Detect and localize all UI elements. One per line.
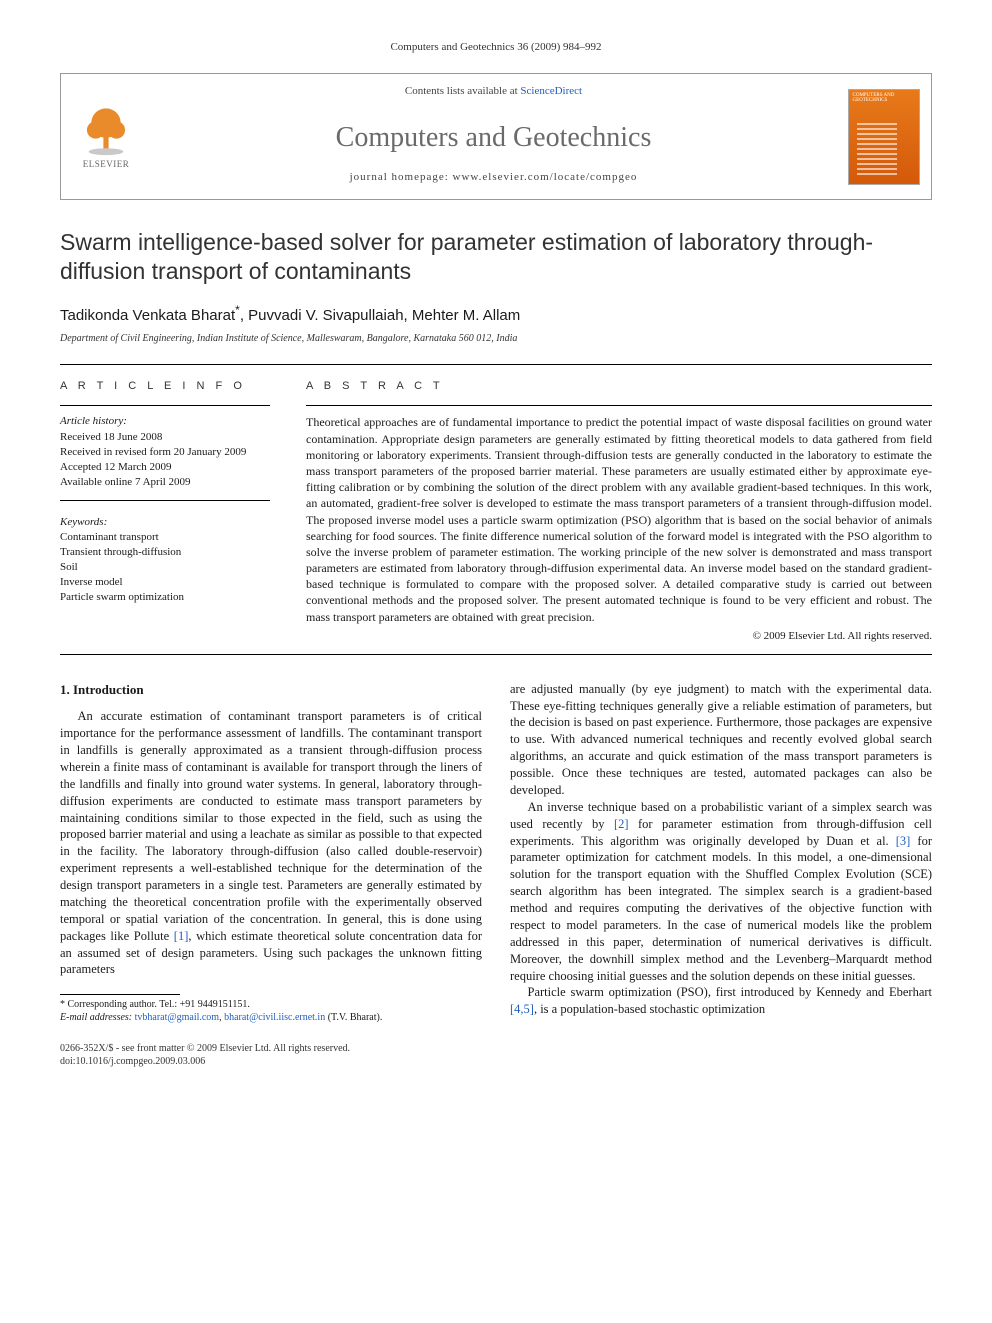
body-text: Particle swarm optimization (PSO), first…	[528, 985, 933, 999]
elsevier-logo: ELSEVIER	[76, 102, 136, 172]
author-list: Tadikonda Venkata Bharat*, Puvvadi V. Si…	[60, 302, 932, 326]
journal-cover-thumbnail: COMPUTERS AND GEOTECHNICS	[848, 89, 920, 185]
history-heading: Article history:	[60, 414, 270, 429]
running-header: Computers and Geotechnics 36 (2009) 984–…	[60, 40, 932, 55]
body-paragraph: An accurate estimation of contaminant tr…	[60, 708, 482, 978]
body-paragraph: are adjusted manually (by eye judgment) …	[510, 681, 932, 799]
divider	[60, 500, 270, 501]
author-3: Mehter M. Allam	[412, 307, 520, 324]
footnote-rule	[60, 994, 180, 995]
abstract-copyright: © 2009 Elsevier Ltd. All rights reserved…	[306, 629, 932, 644]
sciencedirect-link[interactable]: ScienceDirect	[520, 85, 582, 97]
email-link[interactable]: bharat@civil.iisc.ernet.in	[224, 1012, 325, 1023]
email-label: E-mail addresses:	[60, 1012, 135, 1023]
contents-prefix: Contents lists available at	[405, 85, 520, 97]
abstract-label: A B S T R A C T	[306, 379, 932, 394]
author-sep: ,	[240, 307, 248, 324]
citation-ref[interactable]: [3]	[896, 834, 911, 848]
corresponding-footnote: * Corresponding author. Tel.: +91 944915…	[60, 998, 482, 1011]
article-meta-row: A R T I C L E I N F O Article history: R…	[60, 379, 932, 644]
history-line: Available online 7 April 2009	[60, 475, 270, 490]
divider	[60, 364, 932, 365]
publisher-logo-cell: ELSEVIER	[61, 74, 151, 199]
banner-center: Contents lists available at ScienceDirec…	[151, 74, 836, 199]
article-info-column: A R T I C L E I N F O Article history: R…	[60, 379, 270, 644]
keyword: Soil	[60, 560, 270, 575]
contents-available-line: Contents lists available at ScienceDirec…	[151, 84, 836, 99]
body-text: for parameter optimization for catchment…	[510, 834, 932, 983]
journal-banner: ELSEVIER Contents lists available at Sci…	[60, 73, 932, 200]
homepage-prefix: journal homepage:	[350, 171, 453, 183]
history-line: Received in revised form 20 January 2009	[60, 445, 270, 460]
footer-front-matter: 0266-352X/$ - see front matter © 2009 El…	[60, 1042, 932, 1055]
article-body: 1. Introduction An accurate estimation o…	[60, 681, 932, 1025]
footer-doi: doi:10.1016/j.compgeo.2009.03.006	[60, 1055, 932, 1068]
elsevier-tree-icon	[80, 104, 132, 156]
history-line: Received 18 June 2008	[60, 430, 270, 445]
affiliation: Department of Civil Engineering, Indian …	[60, 332, 932, 346]
author-2: Puvvadi V. Sivapullaiah	[248, 307, 403, 324]
publisher-name: ELSEVIER	[83, 158, 130, 170]
keywords-heading: Keywords:	[60, 515, 270, 530]
citation-ref[interactable]: [1]	[174, 929, 189, 943]
author-1: Tadikonda Venkata Bharat	[60, 307, 235, 324]
keyword: Inverse model	[60, 575, 270, 590]
page-footer: 0266-352X/$ - see front matter © 2009 El…	[60, 1042, 932, 1068]
abstract-text: Theoretical approaches are of fundamenta…	[306, 414, 932, 624]
citation-ref[interactable]: [4,5]	[510, 1002, 534, 1016]
journal-name: Computers and Geotechnics	[151, 119, 836, 157]
keyword: Particle swarm optimization	[60, 590, 270, 605]
author-sep: ,	[404, 307, 412, 324]
body-text: An accurate estimation of contaminant tr…	[60, 709, 482, 942]
journal-homepage-line: journal homepage: www.elsevier.com/locat…	[151, 170, 836, 185]
body-text: are adjusted manually (by eye judgment) …	[510, 682, 932, 797]
cover-thumb-cell: COMPUTERS AND GEOTECHNICS	[836, 74, 931, 199]
article-info-label: A R T I C L E I N F O	[60, 379, 270, 394]
homepage-url: www.elsevier.com/locate/compgeo	[453, 171, 638, 183]
keyword: Transient through-diffusion	[60, 545, 270, 560]
keyword: Contaminant transport	[60, 530, 270, 545]
section-heading: 1. Introduction	[60, 681, 482, 699]
cover-thumb-label: COMPUTERS AND GEOTECHNICS	[853, 93, 915, 104]
body-text: , is a population-based stochastic optim…	[534, 1002, 765, 1016]
abstract-column: A B S T R A C T Theoretical approaches a…	[306, 379, 932, 644]
email-link[interactable]: tvbharat@gmail.com	[135, 1012, 219, 1023]
history-line: Accepted 12 March 2009	[60, 460, 270, 475]
body-paragraph: Particle swarm optimization (PSO), first…	[510, 984, 932, 1018]
divider	[60, 654, 932, 655]
citation-ref[interactable]: [2]	[614, 817, 629, 831]
email-who: (T.V. Bharat).	[325, 1012, 382, 1023]
email-footnote: E-mail addresses: tvbharat@gmail.com, bh…	[60, 1011, 482, 1024]
body-paragraph: An inverse technique based on a probabil…	[510, 799, 932, 985]
article-title: Swarm intelligence-based solver for para…	[60, 228, 932, 286]
